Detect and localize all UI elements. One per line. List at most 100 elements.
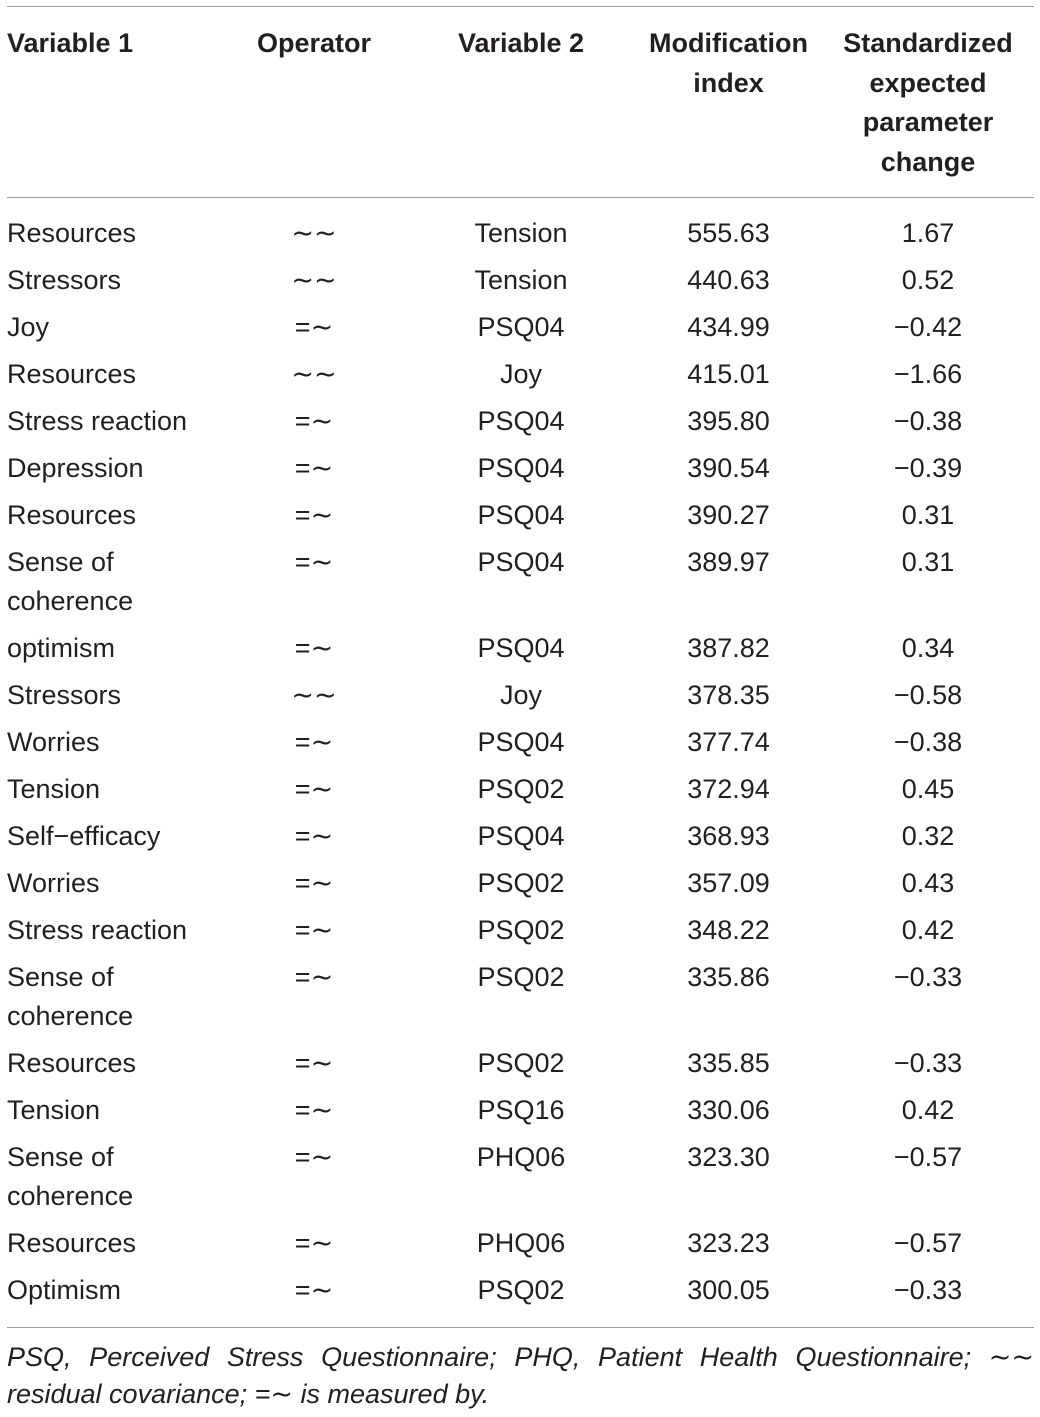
- cell-standardized-epc: −0.42: [893, 312, 963, 342]
- cell-modification-index: 357.09: [687, 868, 770, 898]
- table-body: Resources ∼∼ Tension 555.63 1.67 Stressors ∼∼ T…: [7, 198, 1034, 1328]
- cell-standardized-epc: 0.43: [901, 868, 955, 898]
- table-row: Self−efficacy =∼ PSQ04 368.93 0.32: [7, 813, 1034, 860]
- cell-modification-index: 390.54: [687, 453, 770, 483]
- cell-modification-index: 335.85: [687, 1048, 770, 1078]
- cell-operator: =∼: [294, 868, 334, 898]
- cell-operator: =∼: [294, 500, 334, 530]
- cell-modification-index: 434.99: [687, 312, 770, 342]
- cell-variable-2: PSQ02: [477, 1048, 565, 1078]
- table-row: Resources ∼∼ Joy 415.01 −1.66: [7, 351, 1034, 398]
- table-bottom-rule: [7, 1327, 1034, 1328]
- cell-standardized-epc: −0.38: [893, 406, 963, 436]
- cell-variable-1: Worries: [7, 727, 100, 757]
- cell-variable-2: PSQ04: [477, 633, 565, 663]
- cell-modification-index: 372.94: [687, 774, 770, 804]
- cell-variable-1: Depression: [7, 453, 144, 483]
- cell-modification-index: 395.80: [687, 406, 770, 436]
- cell-standardized-epc: 1.67: [901, 218, 955, 248]
- cell-operator: ∼∼: [291, 265, 337, 295]
- cell-operator: =∼: [294, 1095, 334, 1125]
- cell-variable-2: Joy: [499, 680, 543, 710]
- cell-modification-index: 323.23: [687, 1228, 770, 1258]
- data-table-container: Variable 1 Operator Variable 2 Modificat…: [7, 6, 1034, 1413]
- cell-modification-index: 348.22: [687, 915, 770, 945]
- cell-variable-1: Stress reaction: [7, 406, 188, 436]
- cell-variable-1: Sense of coherence: [7, 547, 134, 616]
- cell-variable-2: Tension: [474, 218, 568, 248]
- cell-modification-index: 378.35: [687, 680, 770, 710]
- cell-variable-1: Resources: [7, 218, 137, 248]
- table-row: Worries =∼ PSQ04 377.74 −0.38: [7, 719, 1034, 766]
- cell-modification-index: 368.93: [687, 821, 770, 851]
- table-row: Optimism =∼ PSQ02 300.05 −0.33: [7, 1267, 1034, 1327]
- cell-operator: =∼: [294, 453, 334, 483]
- table-row: Sense of coherence =∼ PHQ06 323.30 −0.57: [7, 1134, 1034, 1220]
- cell-variable-1: Joy: [7, 312, 50, 342]
- table-row: Stress reaction =∼ PSQ02 348.22 0.42: [7, 907, 1034, 954]
- cell-variable-2: PSQ02: [477, 774, 565, 804]
- cell-variable-1: Sense of coherence: [7, 962, 134, 1031]
- cell-variable-1: optimism: [7, 633, 116, 663]
- cell-standardized-epc: −1.66: [893, 359, 963, 389]
- cell-operator: =∼: [294, 915, 334, 945]
- header-operator: Operator: [221, 7, 407, 198]
- cell-operator: ∼∼: [291, 680, 337, 710]
- cell-standardized-epc: 0.42: [901, 1095, 955, 1125]
- table-row: Worries =∼ PSQ02 357.09 0.43: [7, 860, 1034, 907]
- cell-standardized-epc: −0.33: [893, 1275, 963, 1305]
- table-footnote: PSQ, Perceived Stress Questionnaire; PHQ…: [7, 1342, 1034, 1409]
- table-row: Stressors ∼∼ Tension 440.63 0.52: [7, 257, 1034, 304]
- cell-variable-2: PSQ04: [477, 821, 565, 851]
- table-row: Sense of coherence =∼ PSQ02 335.86 −0.33: [7, 954, 1034, 1040]
- header-row: Variable 1 Operator Variable 2 Modificat…: [7, 7, 1034, 198]
- cell-modification-index: 323.30: [687, 1142, 770, 1172]
- cell-operator: =∼: [294, 1048, 334, 1078]
- cell-modification-index: 330.06: [687, 1095, 770, 1125]
- table-row: Resources ∼∼ Tension 555.63 1.67: [7, 198, 1034, 258]
- cell-variable-1: Resources: [7, 359, 137, 389]
- cell-operator: =∼: [294, 962, 334, 992]
- cell-variable-2: Joy: [499, 359, 543, 389]
- cell-standardized-epc: 0.42: [901, 915, 955, 945]
- cell-operator: =∼: [294, 821, 334, 851]
- cell-variable-1: Stress reaction: [7, 915, 188, 945]
- cell-variable-2: Tension: [474, 265, 568, 295]
- cell-variable-2: PSQ02: [477, 868, 565, 898]
- cell-operator: ∼∼: [291, 218, 337, 248]
- cell-variable-2: PSQ16: [477, 1095, 565, 1125]
- cell-variable-2: PSQ04: [477, 727, 565, 757]
- cell-variable-1: Resources: [7, 1228, 137, 1258]
- cell-standardized-epc: 0.32: [901, 821, 955, 851]
- cell-variable-1: Self−efficacy: [7, 821, 161, 851]
- cell-variable-2: PHQ06: [476, 1142, 566, 1172]
- cell-standardized-epc: −0.38: [893, 727, 963, 757]
- cell-variable-2: PSQ02: [477, 1275, 565, 1305]
- cell-variable-2: PSQ04: [477, 312, 565, 342]
- cell-variable-2: PSQ02: [477, 962, 565, 992]
- cell-standardized-epc: −0.57: [893, 1228, 963, 1258]
- cell-standardized-epc: 0.31: [901, 547, 955, 577]
- cell-variable-1: Tension: [7, 774, 101, 804]
- modification-index-table: Variable 1 Operator Variable 2 Modificat…: [7, 7, 1034, 1327]
- header-standardized-epc: Standardized expected parameter change: [822, 7, 1034, 198]
- cell-variable-1: Stressors: [7, 265, 122, 295]
- table-row: Resources =∼ PSQ04 390.27 0.31: [7, 492, 1034, 539]
- cell-modification-index: 555.63: [687, 218, 770, 248]
- cell-operator: =∼: [294, 1275, 334, 1305]
- cell-variable-2: PSQ04: [477, 500, 565, 530]
- table-row: Sense of coherence =∼ PSQ04 389.97 0.31: [7, 539, 1034, 625]
- cell-operator: =∼: [294, 406, 334, 436]
- table-row: Depression =∼ PSQ04 390.54 −0.39: [7, 445, 1034, 492]
- cell-operator: =∼: [294, 1228, 334, 1258]
- cell-modification-index: 387.82: [687, 633, 770, 663]
- cell-variable-1: Sense of coherence: [7, 1142, 134, 1211]
- cell-modification-index: 390.27: [687, 500, 770, 530]
- table-row: Stress reaction =∼ PSQ04 395.80 −0.38: [7, 398, 1034, 445]
- cell-variable-1: Worries: [7, 868, 100, 898]
- cell-operator: =∼: [294, 1142, 334, 1172]
- cell-variable-1: Resources: [7, 500, 137, 530]
- cell-modification-index: 335.86: [687, 962, 770, 992]
- header-variable-1: Variable 1: [7, 7, 221, 198]
- table-row: Tension =∼ PSQ02 372.94 0.45: [7, 766, 1034, 813]
